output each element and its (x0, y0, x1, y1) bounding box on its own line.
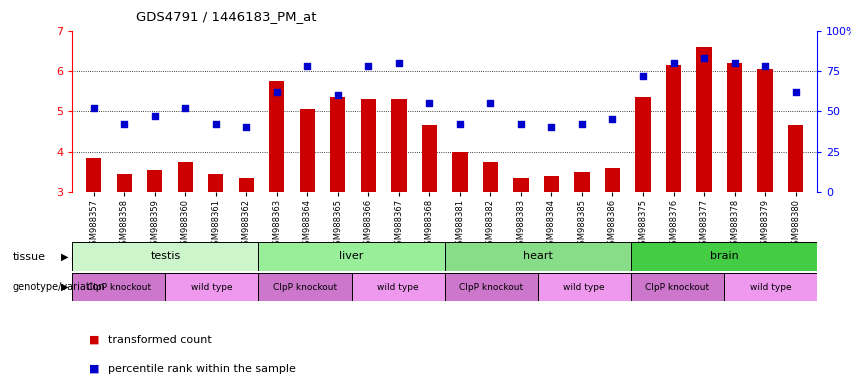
Bar (757, 69, 773, 192)
Text: ClpP knockout: ClpP knockout (645, 283, 710, 291)
Bar (72, 242, 259, 271)
Point (270, 89, 283, 95)
Point (728, 60, 741, 66)
Text: liver: liver (340, 251, 363, 262)
Bar (727, 63, 742, 192)
Bar (452, 152, 467, 192)
Point (87, 105, 100, 111)
Text: GDS4791 / 1446183_PM_at: GDS4791 / 1446183_PM_at (136, 10, 317, 23)
Text: brain: brain (710, 251, 739, 262)
Point (423, 100, 437, 106)
Point (239, 124, 253, 131)
Point (514, 121, 528, 127)
Text: heart: heart (523, 251, 552, 262)
Point (606, 116, 620, 122)
Bar (391, 99, 407, 192)
Bar (544, 176, 559, 192)
Text: wild type: wild type (377, 283, 419, 291)
Bar (574, 172, 590, 192)
Bar (444, 273, 538, 301)
Text: ▶: ▶ (61, 282, 68, 292)
Bar (117, 174, 132, 192)
Text: ■: ■ (89, 335, 100, 345)
Bar (631, 273, 724, 301)
Text: wild type: wild type (563, 283, 605, 291)
Bar (605, 168, 620, 192)
Point (209, 121, 223, 127)
Point (179, 105, 192, 111)
Point (758, 63, 772, 69)
Text: ClpP knockout: ClpP knockout (460, 283, 523, 291)
Bar (631, 242, 817, 271)
Bar (259, 242, 444, 271)
Bar (444, 242, 631, 271)
Point (637, 73, 650, 79)
Bar (483, 162, 498, 192)
Bar (165, 273, 259, 301)
Text: ▶: ▶ (61, 252, 68, 262)
Text: testis: testis (151, 251, 180, 262)
Bar (361, 99, 376, 192)
Point (392, 60, 406, 66)
Bar (238, 178, 254, 192)
Point (697, 55, 711, 61)
Bar (788, 126, 803, 192)
Point (575, 121, 589, 127)
Bar (147, 170, 163, 192)
Text: genotype/variation: genotype/variation (13, 282, 106, 292)
Bar (724, 273, 817, 301)
Bar (538, 273, 631, 301)
Text: transformed count: transformed count (108, 335, 212, 345)
Text: ClpP knockout: ClpP knockout (87, 283, 151, 291)
Bar (300, 109, 315, 192)
Bar (259, 273, 351, 301)
Bar (178, 162, 193, 192)
Point (362, 63, 375, 69)
Point (789, 89, 802, 95)
Bar (86, 158, 101, 192)
Bar (351, 273, 444, 301)
Bar (636, 97, 651, 192)
Text: wild type: wild type (750, 283, 791, 291)
Point (148, 113, 162, 119)
Bar (696, 47, 711, 192)
Bar (513, 178, 528, 192)
Point (331, 92, 345, 98)
Bar (208, 174, 224, 192)
Point (117, 121, 131, 127)
Text: wild type: wild type (191, 283, 233, 291)
Point (666, 60, 680, 66)
Text: ■: ■ (89, 364, 100, 374)
Text: percentile rank within the sample: percentile rank within the sample (108, 364, 296, 374)
Point (300, 63, 314, 69)
Point (545, 124, 558, 131)
Bar (72, 273, 165, 301)
Point (453, 121, 466, 127)
Bar (330, 97, 346, 192)
Bar (665, 65, 681, 192)
Text: tissue: tissue (13, 252, 46, 262)
Bar (269, 81, 284, 192)
Text: ClpP knockout: ClpP knockout (273, 283, 337, 291)
Bar (422, 126, 437, 192)
Point (483, 100, 497, 106)
